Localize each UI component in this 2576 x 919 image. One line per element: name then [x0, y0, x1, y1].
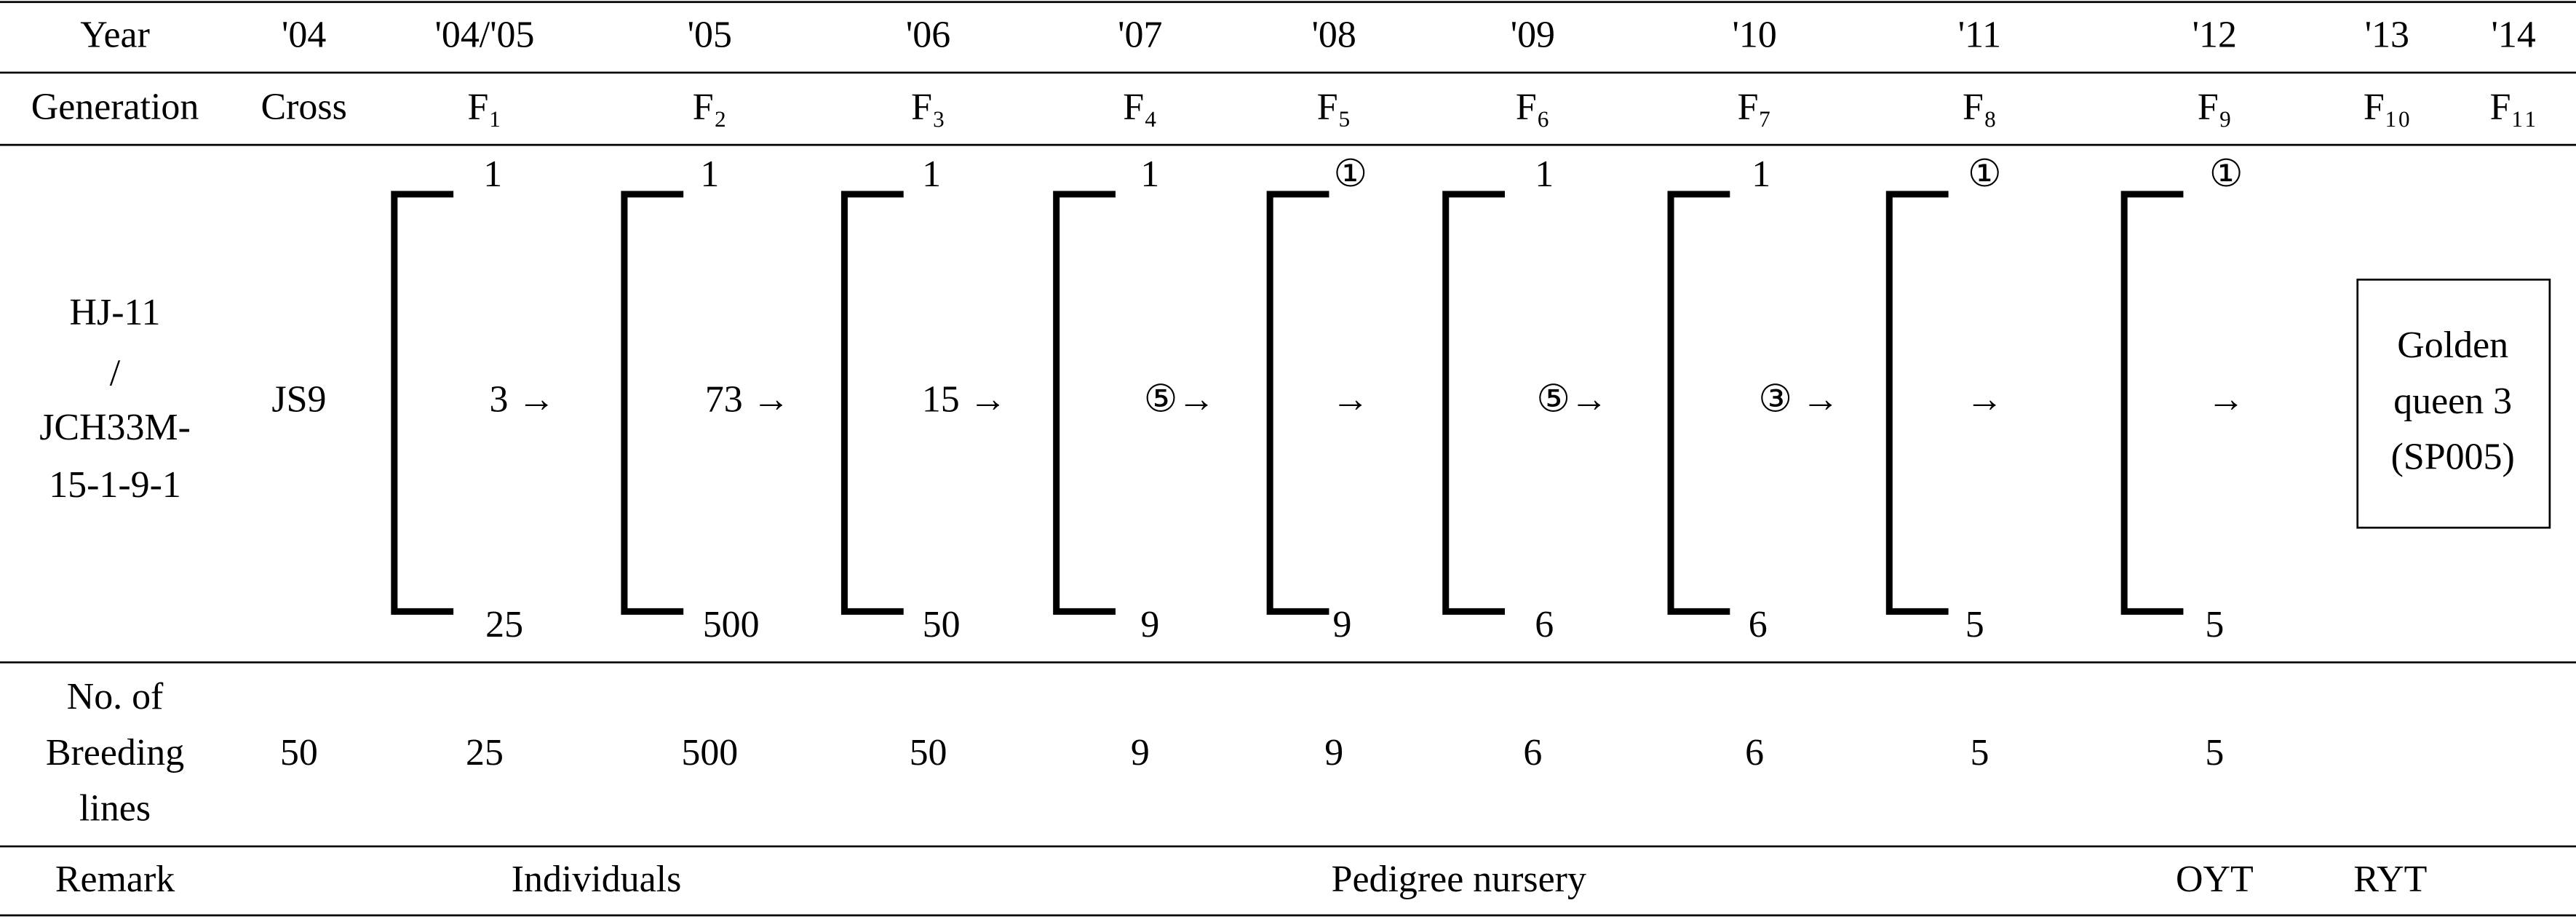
year-cell: '07 [1118, 14, 1162, 55]
year-cell: '06 [906, 14, 950, 55]
generation-cell: F₈ [1963, 87, 1997, 128]
bracket-bottom: 500 [703, 604, 760, 645]
bracket [1266, 191, 1329, 615]
bracket-middle: ⑤→ [1144, 379, 1215, 421]
breeding-value: 6 [1523, 732, 1542, 773]
remark-item: OYT [2176, 859, 2254, 900]
result-line: Golden [2397, 325, 2508, 366]
bracket-middle: 73 → [705, 379, 790, 421]
bracket-middle: ⑤→ [1536, 379, 1607, 421]
breeding-label: No. of [67, 676, 164, 717]
bracket-middle: → [1965, 379, 2003, 421]
result-box [2356, 278, 2551, 529]
generation-cell: F₆ [1516, 87, 1550, 128]
bracket-bottom: 6 [1749, 604, 1768, 645]
year-cell: '04 [282, 14, 326, 55]
generation-cell: F₁₀ [2364, 87, 2411, 128]
breeding-value: 9 [1131, 732, 1150, 773]
remark-label: Remark [55, 859, 175, 900]
bracket-top: 1 [1752, 154, 1770, 195]
bracket [621, 191, 684, 615]
bracket-middle: 15 → [922, 379, 1007, 421]
breeding-value: 50 [280, 732, 318, 773]
generation-cell: Generation [31, 87, 199, 128]
breeding-value: 6 [1745, 732, 1764, 773]
bracket-bottom: 6 [1535, 604, 1554, 645]
year-cell: '05 [688, 14, 732, 55]
generation-cell: F₃ [911, 87, 945, 128]
year-cell: '10 [1733, 14, 1777, 55]
bracket [1442, 191, 1506, 615]
bracket-top: 1 [483, 154, 502, 195]
breeding-value: 5 [1970, 732, 1989, 773]
bracket-top: ① [1968, 154, 2002, 195]
bracket-top: ① [1334, 154, 1368, 195]
result-line: queen 3 [2393, 381, 2512, 422]
year-cell: '09 [1511, 14, 1555, 55]
year-cell: '08 [1312, 14, 1356, 55]
generation-cell: F₇ [1738, 87, 1772, 128]
generation-cell: F₂ [693, 87, 727, 128]
breeding-value: 5 [2205, 732, 2224, 773]
bracket-middle: 3 → [490, 379, 556, 421]
generation-cell: F₁₁ [2490, 87, 2537, 128]
year-cell: '12 [2193, 14, 2237, 55]
bracket-middle: ③ → [1758, 379, 1839, 421]
bracket [1885, 191, 1949, 615]
bracket-bottom: 5 [1965, 604, 1984, 645]
generation-cell: F₄ [1123, 87, 1157, 128]
remark-item: Pedigree nursery [1332, 859, 1586, 900]
bracket-top: ① [2209, 154, 2243, 195]
bracket-top: 1 [1535, 154, 1554, 195]
bracket-top: 1 [700, 154, 719, 195]
breeding-value: 9 [1324, 732, 1343, 773]
bracket [1053, 191, 1116, 615]
bracket-middle: → [1332, 379, 1370, 421]
year-cell: '14 [2492, 14, 2536, 55]
parent-line: JCH33M- [39, 407, 191, 448]
bracket-bottom: 25 [485, 604, 523, 645]
bracket [2120, 191, 2184, 615]
bracket-middle: → [2207, 379, 2245, 421]
breeding-value: 25 [466, 732, 504, 773]
bracket-bottom: 5 [2205, 604, 2224, 645]
generation-cell: F₉ [2198, 87, 2232, 128]
generation-cell: F₅ [1317, 87, 1351, 128]
breeding-label: Breeding [46, 732, 184, 773]
breeding-label: lines [79, 788, 151, 830]
breeding-value: 500 [681, 732, 738, 773]
result-line: (SP005) [2391, 437, 2515, 478]
bracket-top: 1 [1140, 154, 1159, 195]
remark-item: Individuals [512, 859, 682, 900]
cross-name: JS9 [271, 379, 326, 421]
bracket-bottom: 50 [923, 604, 961, 645]
bracket [1667, 191, 1730, 615]
bracket-bottom: 9 [1140, 604, 1159, 645]
remark-item: RYT [2353, 859, 2427, 900]
year-cell: '04/'05 [435, 14, 535, 55]
year-cell: Year [80, 14, 150, 55]
breeding-value: 50 [910, 732, 947, 773]
year-cell: '11 [1958, 14, 2001, 55]
bracket [840, 191, 904, 615]
generation-cell: F₁ [468, 87, 502, 128]
parent-line: HJ-11 [70, 292, 161, 333]
bracket-bottom: 9 [1333, 604, 1352, 645]
bracket-top: 1 [922, 154, 941, 195]
parent-line: / [110, 352, 121, 394]
generation-cell: Cross [261, 87, 347, 128]
year-cell: '13 [2365, 14, 2409, 55]
parent-line: 15-1-9-1 [49, 464, 181, 506]
bracket [391, 191, 454, 615]
